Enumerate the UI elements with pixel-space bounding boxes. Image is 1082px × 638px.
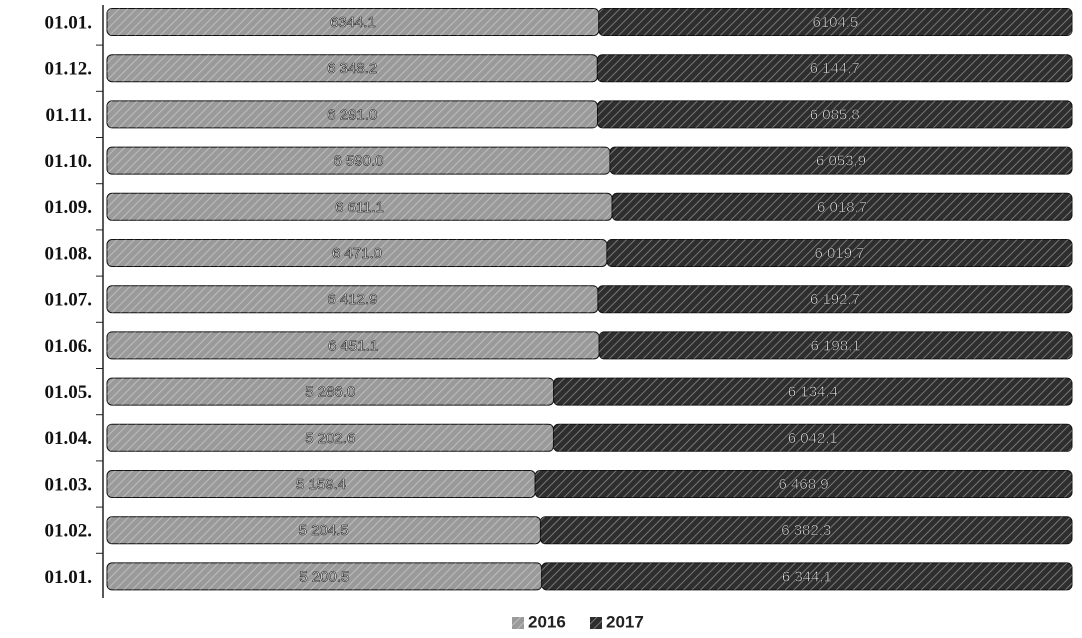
category-label: 01.04.: [45, 428, 93, 449]
bar-texture: [107, 331, 600, 359]
bar-texture: [598, 8, 1072, 36]
bar-texture: [107, 285, 598, 313]
legend-texture: [512, 617, 524, 629]
value-label: 5 202.6: [305, 430, 355, 447]
bar-texture: [606, 239, 1072, 267]
category-label: 01.11.: [46, 105, 92, 126]
bar-texture: [107, 516, 541, 544]
category-label: 01.01.: [45, 567, 93, 588]
bar-texture: [553, 378, 1072, 406]
bar-texture: [597, 54, 1072, 82]
bar-texture: [599, 331, 1072, 359]
category-label: 01.08.: [45, 243, 93, 264]
value-label: 5 204.5: [299, 522, 349, 539]
value-label: 6 468,9: [779, 476, 829, 493]
bar-texture: [597, 285, 1072, 313]
category-label: 01.05.: [45, 382, 93, 403]
bar-texture: [107, 378, 554, 406]
bar-texture: [107, 470, 536, 498]
value-label: 5 200.5: [299, 568, 349, 585]
value-label: 6 348.2: [327, 60, 377, 77]
legend-label: 2017: [606, 612, 644, 631]
category-label: 01.06.: [45, 336, 93, 357]
bar-texture: [597, 100, 1072, 128]
bar-texture: [107, 193, 613, 221]
value-label: 6 134,4: [788, 384, 838, 401]
value-label: 6 042,1: [788, 430, 838, 447]
value-label: 6 451.1: [328, 337, 378, 354]
category-label: 01.02.: [45, 521, 93, 542]
legend-label: 2016: [528, 612, 566, 631]
bar-texture: [107, 147, 610, 175]
bar-texture: [540, 516, 1072, 544]
bar-texture: [107, 562, 542, 590]
value-label: 6 144,7: [810, 60, 860, 77]
value-label: 6344.1: [330, 14, 376, 31]
bar-texture: [107, 239, 607, 267]
category-label: 01.01.: [45, 12, 93, 33]
bar-texture: [107, 100, 598, 128]
value-label: 6 382,3: [781, 522, 831, 539]
value-label: 6 198,1: [811, 337, 861, 354]
bar-texture: [541, 562, 1072, 590]
bar-texture: [107, 54, 598, 82]
category-label: 01.09.: [45, 197, 93, 218]
value-label: 6 018,7: [817, 199, 867, 216]
value-label: 6 085,8: [810, 106, 860, 123]
category-label: 01.12.: [45, 59, 93, 80]
category-label: 01.03.: [45, 474, 93, 495]
value-label: 5 159.4: [296, 476, 346, 493]
value-label: 6 412.9: [327, 291, 377, 308]
value-label: 6 590.0: [333, 153, 383, 170]
legend-texture: [590, 617, 602, 629]
bar-texture: [107, 424, 554, 452]
value-label: 5 286.0: [305, 384, 355, 401]
bar-texture: [612, 193, 1072, 221]
value-label: 6104,5: [812, 14, 858, 31]
value-label: 6 291.0: [327, 106, 377, 123]
bar-texture: [535, 470, 1072, 498]
category-label: 01.07.: [45, 290, 93, 311]
value-label: 6 019,7: [814, 245, 864, 262]
bar-texture: [609, 147, 1072, 175]
category-label: 01.10.: [45, 151, 93, 172]
value-label: 6 192,7: [810, 291, 860, 308]
bar-texture: [107, 8, 599, 36]
value-label: 6 053,9: [816, 153, 866, 170]
value-label: 6 471.0: [332, 245, 382, 262]
bar-texture: [553, 424, 1072, 452]
value-label: 6 344,1: [782, 568, 832, 585]
value-label: 6 611.1: [335, 199, 384, 216]
